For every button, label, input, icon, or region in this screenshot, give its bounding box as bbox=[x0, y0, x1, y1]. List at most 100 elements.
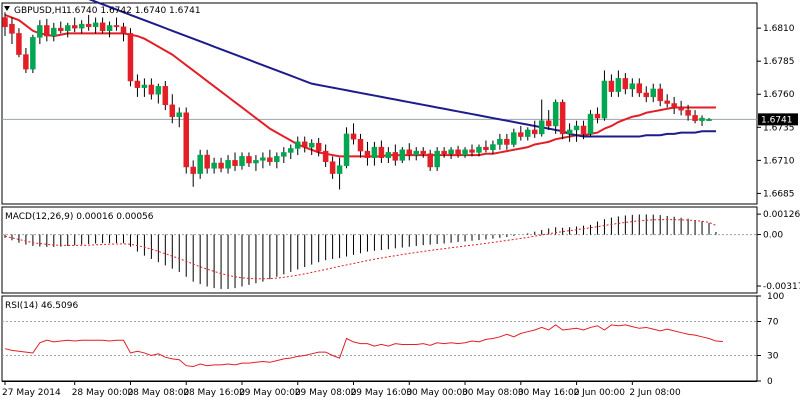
bullish-candle bbox=[462, 149, 468, 156]
bearish-candle bbox=[267, 157, 273, 162]
bearish-candle bbox=[441, 150, 447, 155]
bullish-candle bbox=[197, 154, 203, 174]
bearish-candle bbox=[350, 133, 357, 140]
bearish-candle bbox=[113, 25, 120, 28]
bullish-candle bbox=[399, 149, 406, 161]
bearish-candle bbox=[322, 150, 329, 162]
time-axis-label: 2 Jun 08:00 bbox=[629, 388, 681, 398]
time-axis-label: 27 May 2014 bbox=[2, 388, 61, 398]
last-price-marker bbox=[758, 113, 798, 126]
bullish-candle bbox=[490, 144, 496, 151]
bullish-candle bbox=[385, 152, 392, 158]
slow-moving-average-line bbox=[88, 0, 716, 138]
symbol-label: GBPUSD,H1 bbox=[14, 6, 67, 16]
rsi-panel-frame bbox=[1, 295, 758, 382]
bearish-candle bbox=[531, 129, 538, 135]
bearish-candle bbox=[134, 80, 141, 88]
bearish-candle bbox=[204, 154, 210, 169]
bullish-candle bbox=[497, 138, 503, 145]
bearish-candle bbox=[643, 92, 650, 98]
bearish-candle bbox=[636, 83, 643, 94]
bullish-candle bbox=[274, 156, 280, 162]
bullish-candle bbox=[253, 160, 259, 164]
bullish-candle bbox=[538, 120, 545, 135]
time-axis-label: 30 May 08:00 bbox=[462, 388, 524, 398]
bullish-candle bbox=[706, 119, 712, 121]
rsi-y-tick-label: 100 bbox=[767, 292, 784, 302]
bullish-candle bbox=[37, 25, 43, 38]
macd-y-tick-label: -0.00317 bbox=[763, 282, 800, 292]
macd-y-tick-label: 0.00 bbox=[763, 231, 783, 241]
bearish-candle bbox=[678, 107, 684, 111]
bullish-candle bbox=[288, 148, 294, 153]
bullish-candle bbox=[260, 157, 266, 161]
bullish-candle bbox=[629, 83, 636, 90]
time-axis-label: 29 May 16:00 bbox=[351, 388, 413, 398]
rsi-line bbox=[4, 324, 723, 368]
bearish-candle bbox=[622, 78, 629, 90]
bearish-candle bbox=[469, 149, 475, 153]
bearish-candle bbox=[664, 100, 670, 104]
rsi-y-tick-label: 0 bbox=[767, 377, 773, 387]
bullish-candle bbox=[573, 125, 580, 131]
bearish-candle bbox=[329, 161, 336, 174]
time-axis-label: 28 May 08:00 bbox=[127, 388, 189, 398]
bearish-candle bbox=[2, 17, 8, 28]
time-axis-label: 30 May 00:00 bbox=[406, 388, 468, 398]
bearish-candle bbox=[190, 166, 196, 174]
bearish-candle bbox=[427, 153, 433, 168]
bullish-candle bbox=[225, 160, 231, 169]
price-y-tick-label: 1.6785 bbox=[763, 57, 795, 67]
bearish-candle bbox=[518, 132, 524, 137]
bearish-candle bbox=[246, 156, 252, 164]
bullish-candle bbox=[699, 117, 705, 121]
bullish-candle bbox=[413, 150, 419, 156]
bearish-candle bbox=[420, 150, 426, 155]
bullish-candle bbox=[92, 22, 99, 28]
bearish-candle bbox=[378, 146, 385, 158]
price-panel-frame bbox=[1, 2, 758, 205]
bullish-candle bbox=[650, 88, 656, 98]
ohlc-label: 1.6740 1.6742 1.6740 1.6741 bbox=[66, 6, 201, 16]
bullish-candle bbox=[566, 129, 573, 135]
bearish-candle bbox=[504, 138, 510, 145]
bearish-candle bbox=[162, 86, 169, 106]
bearish-candle bbox=[85, 23, 92, 28]
rsi-label: RSI(14) 46.5096 bbox=[5, 301, 78, 311]
bearish-candle bbox=[44, 25, 50, 37]
bearish-candle bbox=[608, 80, 615, 92]
bearish-candle bbox=[692, 115, 698, 121]
bullish-candle bbox=[106, 25, 113, 32]
bullish-candle bbox=[239, 156, 245, 166]
bullish-candle bbox=[211, 162, 217, 169]
bearish-candle bbox=[16, 33, 22, 55]
bullish-candle bbox=[525, 129, 531, 137]
bearish-candle bbox=[455, 149, 461, 156]
bullish-candle bbox=[281, 152, 287, 157]
time-axis-label: 29 May 00:00 bbox=[239, 388, 301, 398]
bullish-candle bbox=[511, 132, 517, 145]
time-axis-label: 28 May 16:00 bbox=[183, 388, 245, 398]
price-y-tick-label: 1.6810 bbox=[763, 24, 795, 34]
bullish-candle bbox=[343, 133, 350, 166]
bearish-candle bbox=[71, 25, 78, 29]
dropdown-triangle-icon bbox=[4, 6, 10, 11]
bearish-candle bbox=[183, 112, 189, 168]
bullish-candle bbox=[155, 86, 162, 95]
bullish-candle bbox=[552, 101, 559, 127]
price-y-tick-label: 1.6710 bbox=[763, 156, 795, 166]
bearish-candle bbox=[169, 104, 176, 117]
macd-y-tick-label: 0.00126 bbox=[763, 210, 800, 220]
bearish-candle bbox=[315, 142, 322, 152]
bullish-candle bbox=[51, 27, 57, 37]
bearish-candle bbox=[218, 162, 224, 169]
bearish-candle bbox=[120, 26, 127, 34]
bearish-candle bbox=[406, 149, 413, 156]
macd-panel-frame bbox=[1, 206, 758, 294]
bearish-candle bbox=[148, 84, 155, 95]
bearish-candle bbox=[357, 138, 364, 152]
time-axis-line bbox=[2, 381, 757, 382]
bearish-candle bbox=[23, 54, 29, 70]
